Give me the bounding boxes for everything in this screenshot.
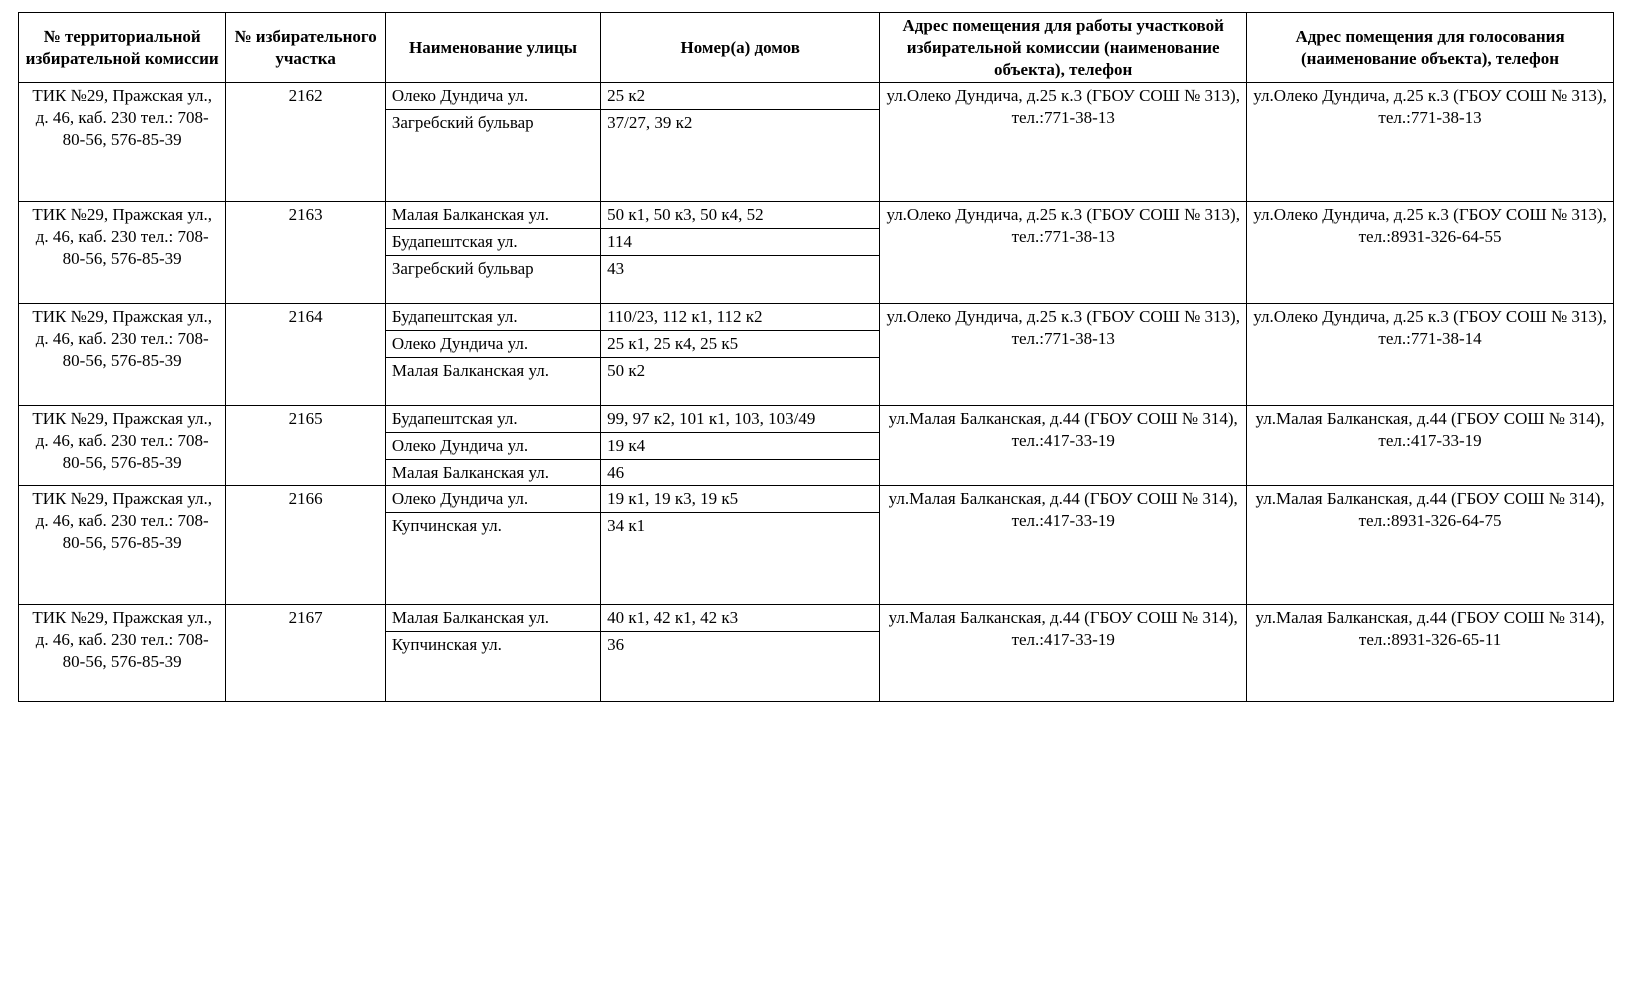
cell-houses: 110/23, 112 к1, 112 к2 [601,304,880,331]
cell-houses: 46 [601,459,880,486]
cell-tik: ТИК №29, Пражская ул., д. 46, каб. 230 т… [19,304,226,406]
cell-precinct: 2164 [226,304,386,406]
cell-vote-address: ул.Олеко Дундича, д.25 к.3 (ГБОУ СОШ № 3… [1247,202,1614,304]
col-houses: Номер(а) домов [601,13,880,83]
precincts-table: № территориальной избирательной комиссии… [18,12,1614,702]
cell-street: Купчинская ул. [385,513,600,605]
cell-houses: 19 к4 [601,432,880,459]
table-row: ТИК №29, Пражская ул., д. 46, каб. 230 т… [19,83,1614,110]
table-row: ТИК №29, Пражская ул., д. 46, каб. 230 т… [19,605,1614,632]
cell-houses: 99, 97 к2, 101 к1, 103, 103/49 [601,406,880,433]
col-vote: Адрес помещения для голосования (наимено… [1247,13,1614,83]
cell-houses: 43 [601,255,880,304]
cell-street: Малая Балканская ул. [385,357,600,406]
cell-precinct: 2166 [226,486,386,605]
cell-precinct: 2162 [226,83,386,202]
cell-street: Будапештская ул. [385,406,600,433]
cell-work-address: ул.Олеко Дундича, д.25 к.3 (ГБОУ СОШ № 3… [880,304,1247,406]
cell-street: Олеко Дундича ул. [385,486,600,513]
col-precinct: № избирательного участка [226,13,386,83]
cell-work-address: ул.Малая Балканская, д.44 (ГБОУ СОШ № 31… [880,605,1247,702]
cell-street: Олеко Дундича ул. [385,83,600,110]
table-row: ТИК №29, Пражская ул., д. 46, каб. 230 т… [19,304,1614,331]
cell-houses: 36 [601,631,880,701]
cell-work-address: ул.Малая Балканская, д.44 (ГБОУ СОШ № 31… [880,406,1247,486]
cell-street: Будапештская ул. [385,304,600,331]
col-work: Адрес помещения для работы участковой из… [880,13,1247,83]
cell-houses: 50 к1, 50 к3, 50 к4, 52 [601,202,880,229]
cell-street: Малая Балканская ул. [385,459,600,486]
cell-houses: 37/27, 39 к2 [601,110,880,202]
cell-houses: 25 к1, 25 к4, 25 к5 [601,330,880,357]
cell-street: Олеко Дундича ул. [385,330,600,357]
table-body: ТИК №29, Пражская ул., д. 46, каб. 230 т… [19,83,1614,702]
cell-houses: 40 к1, 42 к1, 42 к3 [601,605,880,632]
cell-precinct: 2167 [226,605,386,702]
table-row: ТИК №29, Пражская ул., д. 46, каб. 230 т… [19,406,1614,433]
cell-tik: ТИК №29, Пражская ул., д. 46, каб. 230 т… [19,605,226,702]
cell-tik: ТИК №29, Пражская ул., д. 46, каб. 230 т… [19,83,226,202]
cell-street: Загребский бульвар [385,110,600,202]
cell-tik: ТИК №29, Пражская ул., д. 46, каб. 230 т… [19,406,226,486]
cell-houses: 114 [601,228,880,255]
cell-street: Загребский бульвар [385,255,600,304]
cell-street: Олеко Дундича ул. [385,432,600,459]
cell-vote-address: ул.Олеко Дундича, д.25 к.3 (ГБОУ СОШ № 3… [1247,304,1614,406]
cell-vote-address: ул.Малая Балканская, д.44 (ГБОУ СОШ № 31… [1247,406,1614,486]
cell-street: Малая Балканская ул. [385,202,600,229]
cell-houses: 50 к2 [601,357,880,406]
cell-vote-address: ул.Олеко Дундича, д.25 к.3 (ГБОУ СОШ № 3… [1247,83,1614,202]
col-tik: № территориальной избирательной комиссии [19,13,226,83]
cell-houses: 19 к1, 19 к3, 19 к5 [601,486,880,513]
cell-tik: ТИК №29, Пражская ул., д. 46, каб. 230 т… [19,486,226,605]
cell-work-address: ул.Олеко Дундича, д.25 к.3 (ГБОУ СОШ № 3… [880,83,1247,202]
cell-precinct: 2163 [226,202,386,304]
cell-precinct: 2165 [226,406,386,486]
cell-vote-address: ул.Малая Балканская, д.44 (ГБОУ СОШ № 31… [1247,486,1614,605]
table-row: ТИК №29, Пражская ул., д. 46, каб. 230 т… [19,202,1614,229]
cell-street: Малая Балканская ул. [385,605,600,632]
cell-street: Будапештская ул. [385,228,600,255]
cell-work-address: ул.Олеко Дундича, д.25 к.3 (ГБОУ СОШ № 3… [880,202,1247,304]
cell-work-address: ул.Малая Балканская, д.44 (ГБОУ СОШ № 31… [880,486,1247,605]
cell-tik: ТИК №29, Пражская ул., д. 46, каб. 230 т… [19,202,226,304]
cell-street: Купчинская ул. [385,631,600,701]
table-row: ТИК №29, Пражская ул., д. 46, каб. 230 т… [19,486,1614,513]
cell-houses: 34 к1 [601,513,880,605]
cell-vote-address: ул.Малая Балканская, д.44 (ГБОУ СОШ № 31… [1247,605,1614,702]
cell-houses: 25 к2 [601,83,880,110]
col-street: Наименование улицы [385,13,600,83]
table-header: № территориальной избирательной комиссии… [19,13,1614,83]
